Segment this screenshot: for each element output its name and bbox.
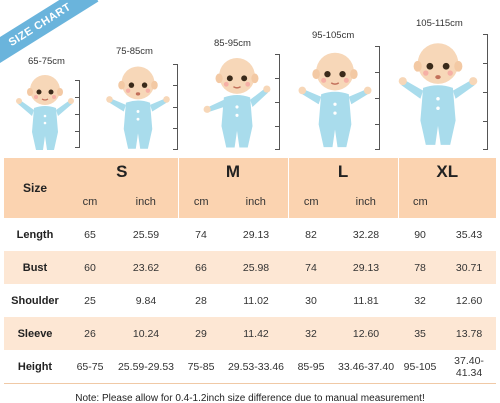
table-cell: 12.60: [442, 284, 497, 317]
baby-figures: 65-75cm 75-85cm: [0, 0, 500, 156]
baby-figure-2: 75-85cm: [104, 46, 184, 152]
unit-cm-header: cm: [177, 185, 224, 218]
size-table: Size S M L XL cm inch cm inch cm inch cm…: [4, 158, 497, 403]
table-cell: 25.59: [114, 218, 178, 251]
baby-figure-5: 105-115cm: [396, 18, 496, 152]
size-range-label: 85-95cm: [214, 38, 251, 49]
table-cell: 60: [66, 251, 114, 284]
table-cell: 30.71: [442, 251, 497, 284]
size-range-label: 95-105cm: [312, 30, 355, 41]
unit-header-row: cm inch cm inch cm inch cm: [4, 185, 497, 218]
size-header-row: Size S M L XL: [4, 158, 497, 218]
baby-illustration-icon: [203, 58, 271, 148]
table-cell: 29.13: [224, 218, 289, 251]
table-row-sleeve: Sleeve 26 10.24 29 11.42 32 12.60 35 13.…: [4, 317, 497, 350]
height-ruler: [483, 34, 488, 150]
table-row-shoulder: Shoulder 25 9.84 28 11.02 30 11.81 32 12…: [4, 284, 497, 317]
table-cell: 32: [288, 317, 335, 350]
measurement-note: Note: Please allow for 0.4-1.2inch size …: [4, 383, 496, 403]
size-s-header: S: [66, 158, 178, 185]
table-cell: 78: [398, 251, 443, 284]
unit-cm-header: cm: [287, 185, 335, 218]
size-column-header: Size: [4, 158, 66, 218]
size-chart-table: Size S M L XL cm inch cm inch cm inch cm…: [4, 158, 497, 383]
table-cell: 30: [288, 284, 335, 317]
table-cell: 95-105: [398, 350, 443, 383]
unit-inch-header: inch: [334, 185, 399, 218]
baby-illustration-icon: [398, 43, 478, 145]
table-cell: 25.98: [224, 251, 289, 284]
table-cell: 37.40-41.34: [442, 350, 497, 383]
table-cell: 25.59-29.53: [114, 350, 178, 383]
table-cell: 11.81: [334, 284, 399, 317]
table-cell: 12.60: [334, 317, 399, 350]
table-cell: 82: [288, 218, 335, 251]
size-m-header: M: [177, 158, 289, 185]
table-cell: 29: [178, 317, 224, 350]
baby-figure-4: 95-105cm: [296, 30, 386, 152]
row-label: Bust: [4, 251, 66, 284]
table-cell: 32.28: [334, 218, 399, 251]
height-ruler: [75, 80, 80, 148]
row-label: Shoulder: [4, 284, 66, 317]
table-cell: 35.43: [442, 218, 497, 251]
table-cell: 65: [66, 218, 114, 251]
table-cell: 65-75: [66, 350, 114, 383]
table-cell: 11.42: [224, 317, 289, 350]
table-cell: 33.46-37.40: [334, 350, 399, 383]
height-ruler: [375, 46, 380, 150]
table-cell: 25: [66, 284, 114, 317]
table-cell: 74: [288, 251, 335, 284]
height-ruler: [173, 64, 178, 150]
table-cell: 75-85: [178, 350, 224, 383]
unit-cm-header: cm: [397, 185, 443, 218]
baby-figure-1: 65-75cm: [14, 56, 84, 152]
baby-figure-3: 85-95cm: [200, 38, 286, 152]
table-row-height: Height 65-75 25.59-29.53 75-85 29.53-33.…: [4, 350, 497, 383]
table-row-length: Length 65 25.59 74 29.13 82 32.28 90 35.…: [4, 218, 497, 251]
table-cell: 28: [178, 284, 224, 317]
size-range-label: 105-115cm: [416, 18, 463, 29]
table-cell: 35: [398, 317, 443, 350]
table-row-bust: Bust 60 23.62 66 25.98 74 29.13 78 30.71: [4, 251, 497, 284]
table-cell: 66: [178, 251, 224, 284]
row-label: Sleeve: [4, 317, 66, 350]
unit-inch-header: inch: [224, 185, 289, 218]
row-label: Height: [4, 350, 66, 383]
table-cell: 10.24: [114, 317, 178, 350]
size-range-label: 65-75cm: [28, 56, 65, 67]
table-cell: 9.84: [114, 284, 178, 317]
table-cell: 90: [398, 218, 443, 251]
table-cell: 85-95: [288, 350, 335, 383]
baby-illustration-icon: [298, 52, 372, 148]
size-l-header: L: [287, 158, 399, 185]
table-cell: 32: [398, 284, 443, 317]
size-xl-header: XL: [397, 158, 497, 185]
table-cell: 11.02: [224, 284, 289, 317]
table-cell: 13.78: [442, 317, 497, 350]
size-range-label: 75-85cm: [116, 46, 153, 57]
unit-cm-header: cm: [66, 185, 114, 218]
table-cell: 26: [66, 317, 114, 350]
height-ruler: [275, 54, 280, 150]
table-cell: 74: [178, 218, 224, 251]
table-cell: 23.62: [114, 251, 178, 284]
row-label: Length: [4, 218, 66, 251]
table-cell: 29.53-33.46: [224, 350, 289, 383]
unit-inch-header: [442, 185, 497, 218]
baby-illustration-icon: [16, 75, 74, 150]
unit-inch-header: inch: [114, 185, 178, 218]
baby-illustration-icon: [106, 66, 170, 149]
table-cell: 29.13: [334, 251, 399, 284]
